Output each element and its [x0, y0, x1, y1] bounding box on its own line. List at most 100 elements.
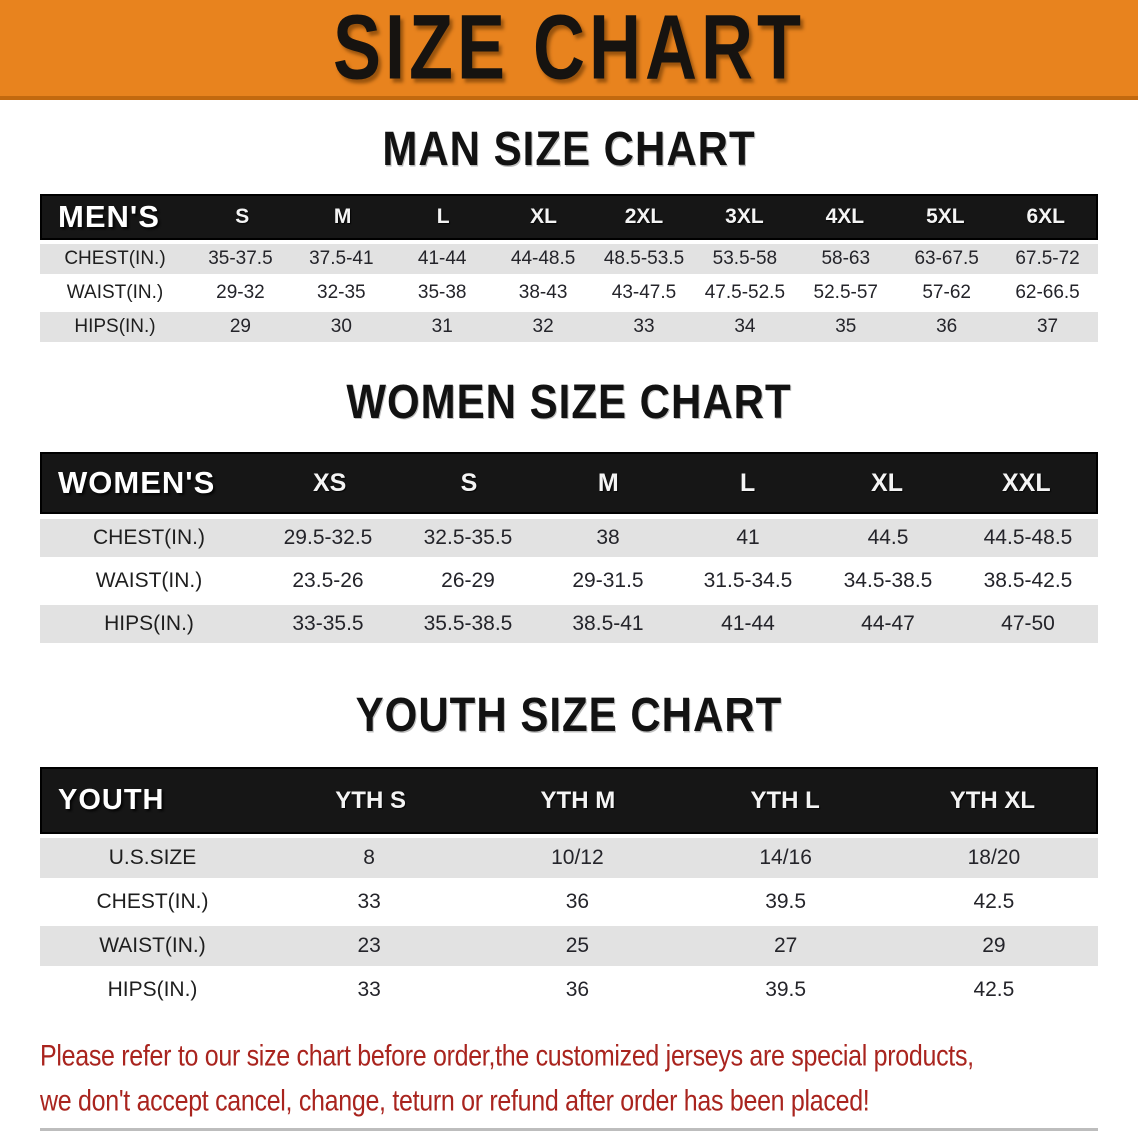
size-value: 33: [633, 316, 655, 337]
size-value: 32-35: [317, 282, 366, 303]
size-value: 29: [982, 934, 1006, 957]
measurement-row: U.S.SIZE 8 10/12 14/16 18/20: [40, 838, 1098, 878]
size-value: 18/20: [967, 846, 1021, 869]
size-column-header: L: [436, 205, 450, 228]
youth-size-table: YOUTH YTH S YTH M YTH L YTH XL U.S.SIZE 8 10/12…: [40, 767, 1098, 1010]
row-label: HIPS(IN.): [107, 978, 198, 1001]
size-value: 35-37.5: [208, 248, 273, 269]
size-column-header: XL: [871, 468, 903, 497]
size-value: 41: [736, 526, 760, 549]
youth-section: YOUTH SIZE CHART YOUTH YTH S YTH M YTH L YTH…: [0, 687, 1138, 1010]
size-column-header: L: [740, 468, 756, 497]
men-section-heading: MAN SIZE CHART: [382, 121, 756, 176]
size-value: 33: [357, 978, 381, 1001]
measurement-row: HIPS(IN.) 33-35.5 35.5-38.5 38.5-41 41-44 44-…: [40, 605, 1098, 643]
size-value: 37: [1036, 316, 1059, 337]
women-section-heading: WOMEN SIZE CHART: [346, 374, 792, 429]
row-label: WAIST(IN.): [95, 569, 203, 592]
size-column-header: S: [235, 205, 250, 228]
size-value: 23.5-26: [292, 569, 364, 592]
size-value: 37.5-41: [309, 248, 374, 269]
table-title-cell: YOUTH: [58, 784, 165, 816]
size-value: 30: [330, 316, 352, 337]
size-value: 44.5-48.5: [983, 526, 1073, 549]
size-value: 36: [565, 890, 590, 913]
size-column-header: 2XL: [624, 205, 664, 228]
men-section: MAN SIZE CHART MEN'S S M L XL 2XL 3XL 4XL 5XL 6XL…: [0, 121, 1138, 342]
banner-title: SIZE CHART: [333, 0, 805, 100]
disclaimer: Please refer to our size chart before or…: [40, 1034, 1138, 1124]
measurement-row: WAIST(IN.) 23.5-26 26-29 29-31.5 31.5-34.5 34…: [40, 562, 1098, 600]
size-column-header: XS: [312, 468, 347, 497]
size-column-header: YTH S: [335, 786, 406, 814]
size-value: 44-47: [861, 612, 915, 635]
table-header-row: WOMEN'S XS S M L XL XXL: [40, 452, 1098, 514]
size-column-header: YTH M: [540, 786, 616, 814]
size-column-header: XL: [530, 205, 557, 228]
size-value: 29: [229, 316, 251, 337]
size-value: 57-62: [922, 282, 971, 303]
size-value: 43-47.5: [611, 282, 677, 303]
table-header-row: YOUTH YTH S YTH M YTH L YTH XL: [40, 767, 1098, 834]
women-section: WOMEN SIZE CHART WOMEN'S XS S M L XL XXL CHEST(…: [0, 374, 1138, 643]
size-column-header: M: [597, 468, 619, 497]
size-value: 41-44: [417, 248, 467, 269]
size-value: 62-66.5: [1015, 282, 1080, 303]
size-value: 29-32: [216, 282, 265, 303]
row-label: HIPS(IN.): [74, 316, 156, 337]
measurement-row: WAIST(IN.) 29-32 32-35 35-38 38-43 43-47.5 47.…: [40, 278, 1098, 308]
disclaimer-line-2: we don't accept cancel, change, teturn o…: [40, 1084, 870, 1118]
size-value: 48.5-53.5: [603, 248, 685, 269]
size-value: 38.5-41: [572, 612, 644, 635]
size-value: 29-31.5: [572, 569, 644, 592]
size-value: 42.5: [973, 978, 1015, 1001]
row-label: U.S.SIZE: [108, 846, 197, 869]
size-value: 8: [363, 846, 375, 869]
row-label: WAIST(IN.): [66, 282, 164, 303]
size-value: 33-35.5: [292, 612, 364, 635]
youth-section-heading: YOUTH SIZE CHART: [355, 687, 783, 742]
row-label: CHEST(IN.): [93, 526, 205, 549]
size-value: 14/16: [759, 846, 812, 869]
women-size-table: WOMEN'S XS S M L XL XXL CHEST(IN.) 29.5-32.5 32.5…: [40, 452, 1098, 643]
size-value: 10/12: [551, 846, 604, 869]
size-value: 42.5: [973, 890, 1015, 913]
size-value: 35: [835, 316, 857, 337]
size-value: 44.5: [867, 526, 909, 549]
size-column-header: XXL: [1002, 468, 1051, 497]
size-value: 44-48.5: [510, 248, 576, 269]
size-value: 53.5-58: [712, 248, 778, 269]
measurement-row: CHEST(IN.) 33 36 39.5 42.5: [40, 882, 1098, 922]
banner: SIZE CHART: [0, 0, 1138, 100]
bottom-rule: [40, 1128, 1098, 1131]
size-value: 47-50: [1001, 612, 1055, 635]
measurement-row: CHEST(IN.) 35-37.5 37.5-41 41-44 44-48.5 48.5…: [40, 244, 1098, 274]
row-label: WAIST(IN.): [99, 934, 206, 957]
size-value: 32.5-35.5: [423, 526, 513, 549]
size-column-header: 3XL: [725, 205, 764, 228]
size-value: 32: [532, 316, 554, 337]
size-column-header: S: [460, 468, 478, 497]
size-column-header: 4XL: [825, 205, 865, 228]
table-title-cell: MEN'S: [58, 199, 160, 234]
size-value: 23: [357, 934, 381, 957]
size-column-header: M: [333, 205, 352, 228]
size-value: 41-44: [721, 612, 775, 635]
size-value: 38: [596, 526, 620, 549]
size-column-header: YTH XL: [949, 786, 1036, 814]
size-value: 33: [357, 890, 381, 913]
measurement-row: CHEST(IN.) 29.5-32.5 32.5-35.5 38 41 44.5 44.5…: [40, 519, 1098, 557]
size-value: 31: [431, 316, 453, 337]
men-size-table: MEN'S S M L XL 2XL 3XL 4XL 5XL 6XL CHEST(IN.) 35-37…: [40, 194, 1098, 342]
size-value: 36: [565, 978, 590, 1001]
row-label: HIPS(IN.): [104, 612, 194, 635]
row-label: CHEST(IN.): [64, 248, 166, 269]
size-value: 52.5-57: [813, 282, 878, 303]
measurement-row: HIPS(IN.) 33 36 39.5 42.5: [40, 970, 1098, 1010]
size-value: 38.5-42.5: [983, 569, 1073, 592]
size-value: 35-38: [417, 282, 467, 303]
size-value: 39.5: [765, 890, 807, 913]
size-value: 39.5: [765, 978, 807, 1001]
size-value: 67.5-72: [1015, 248, 1080, 269]
size-column-header: 6XL: [1026, 205, 1066, 228]
